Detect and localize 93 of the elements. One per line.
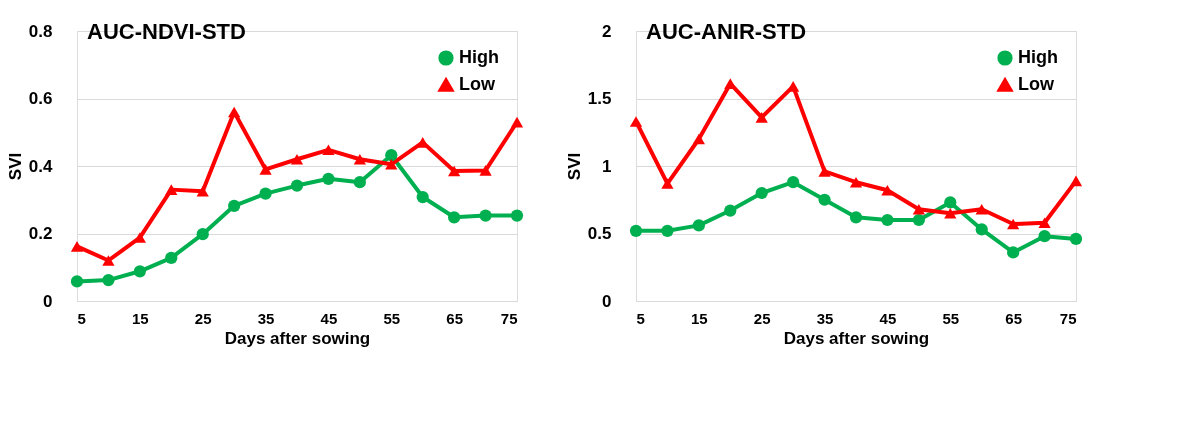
point: [912, 213, 925, 227]
point: [881, 213, 894, 227]
point: [448, 165, 461, 177]
point: [448, 211, 461, 224]
point: [881, 185, 894, 196]
chart-title: AUC-NDVI-STD: [87, 19, 246, 44]
point: [692, 219, 705, 232]
point: [165, 251, 178, 264]
point: [661, 224, 674, 237]
point: [724, 204, 737, 217]
x-axis-title: Days after sowing: [224, 328, 371, 348]
y-tick-label: 0.6: [28, 89, 53, 108]
point: [1038, 230, 1051, 243]
x-tick-label: 55: [383, 309, 401, 327]
point: [755, 112, 768, 123]
point: [322, 172, 335, 185]
x-tick-label: 25: [753, 309, 771, 327]
point: [1069, 232, 1083, 246]
x-tick-label: 75: [1059, 309, 1077, 327]
point: [1007, 246, 1020, 259]
point: [228, 199, 241, 212]
point: [102, 273, 115, 287]
point: [102, 255, 115, 266]
x-tick-label: 15: [691, 309, 708, 327]
point: [818, 166, 831, 177]
x-tick-label: 45: [879, 309, 897, 327]
point: [322, 144, 335, 156]
legend-label: Low: [1018, 74, 1055, 94]
point: [385, 149, 398, 162]
y-axis-title: SVI: [5, 152, 25, 181]
point: [196, 228, 209, 241]
chart-title: AUC-ANIR-STD: [646, 19, 807, 44]
point: [818, 193, 831, 206]
y-tick-label: 0.2: [28, 224, 53, 243]
y-tick-label: 2: [602, 21, 612, 41]
point: [787, 176, 800, 189]
point: [692, 133, 705, 145]
point: [165, 184, 178, 195]
x-tick-label: 35: [816, 309, 834, 327]
point: [290, 179, 304, 192]
y-tick-label: 1: [602, 156, 612, 176]
x-tick-label: 5: [636, 309, 645, 327]
point: [944, 196, 957, 209]
point: [1038, 217, 1051, 228]
point: [510, 116, 524, 128]
y-axis-title: SVI: [564, 152, 584, 181]
x-tick-label: 25: [194, 309, 212, 327]
point: [479, 165, 492, 176]
point: [944, 207, 957, 219]
x-tick-label: 45: [320, 309, 338, 327]
point: [228, 106, 241, 118]
point: [755, 186, 768, 200]
point: [1069, 175, 1083, 187]
point: [70, 275, 84, 288]
point: [975, 203, 988, 215]
x-tick-label: 15: [132, 309, 149, 327]
x-tick-label: 5: [77, 309, 86, 327]
point: [479, 209, 492, 222]
y-tick-label: 0.5: [587, 224, 612, 243]
x-tick-label: 55: [942, 309, 960, 327]
point: [849, 211, 863, 224]
point: [912, 203, 925, 215]
legend-label: Low: [459, 74, 496, 94]
y-tick-label: 0: [602, 291, 612, 311]
x-axis-title: Days after sowing: [783, 328, 930, 348]
point: [1007, 218, 1020, 230]
point: [259, 164, 272, 175]
point: [416, 190, 429, 204]
x-tick-label: 65: [446, 309, 463, 327]
point: [70, 241, 84, 252]
point: [133, 265, 146, 278]
x-tick-label: 35: [257, 309, 275, 327]
point: [849, 176, 863, 188]
point: [787, 81, 800, 92]
point: [661, 178, 674, 189]
point: [353, 176, 366, 189]
legend-label: High: [459, 47, 499, 67]
point: [510, 209, 524, 222]
point: [259, 187, 272, 200]
x-tick-label: 75: [500, 309, 518, 327]
point: [353, 153, 366, 165]
point: [290, 153, 304, 165]
y-tick-label: 0.4: [28, 156, 54, 176]
point: [385, 159, 398, 170]
point: [629, 224, 643, 237]
y-tick-label: 0.8: [28, 21, 53, 41]
x-tick-label: 65: [1005, 309, 1022, 327]
point: [629, 116, 643, 127]
y-tick-label: 1.5: [587, 89, 612, 108]
point: [196, 186, 209, 197]
point: [975, 223, 988, 236]
y-tick-label: 0: [43, 291, 53, 311]
legend-label: High: [1018, 47, 1058, 67]
